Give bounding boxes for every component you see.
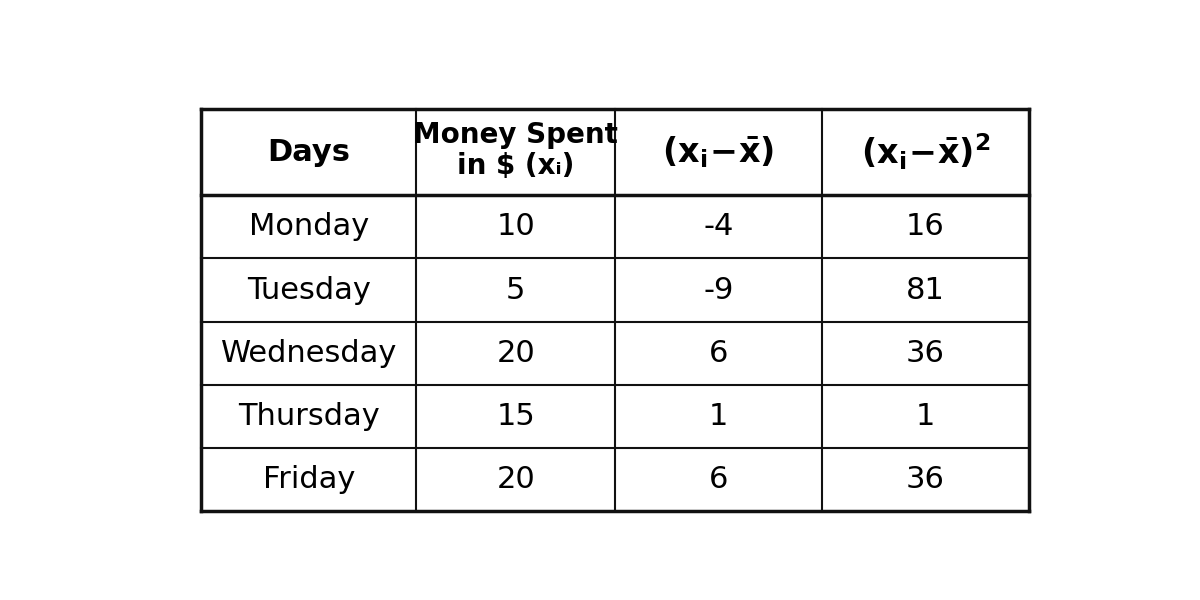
Text: 1: 1 bbox=[709, 402, 728, 431]
Text: Tuesday: Tuesday bbox=[247, 275, 371, 305]
Text: 16: 16 bbox=[906, 212, 944, 241]
Text: 36: 36 bbox=[906, 465, 944, 494]
Text: Days: Days bbox=[268, 137, 350, 167]
Text: 20: 20 bbox=[497, 338, 535, 368]
Text: 6: 6 bbox=[709, 465, 728, 494]
Text: 5: 5 bbox=[506, 275, 526, 305]
Text: -9: -9 bbox=[703, 275, 733, 305]
Text: 1: 1 bbox=[916, 402, 935, 431]
Text: 10: 10 bbox=[497, 212, 535, 241]
Text: 15: 15 bbox=[497, 402, 535, 431]
Text: 6: 6 bbox=[709, 338, 728, 368]
Text: 36: 36 bbox=[906, 338, 944, 368]
Text: in $ (xᵢ): in $ (xᵢ) bbox=[457, 152, 575, 180]
Text: $\bf{(x_i\!-\!\bar{x})}$: $\bf{(x_i\!-\!\bar{x})}$ bbox=[662, 134, 774, 170]
Text: Wednesday: Wednesday bbox=[221, 338, 397, 368]
Text: $\bf{(x_i\!-\!\bar{x})^2}$: $\bf{(x_i\!-\!\bar{x})^2}$ bbox=[860, 132, 990, 172]
Text: -4: -4 bbox=[703, 212, 733, 241]
Text: Money Spent: Money Spent bbox=[413, 121, 618, 149]
Text: Friday: Friday bbox=[263, 465, 355, 494]
Text: 20: 20 bbox=[497, 465, 535, 494]
Text: Monday: Monday bbox=[248, 212, 368, 241]
Text: 81: 81 bbox=[906, 275, 944, 305]
Text: Thursday: Thursday bbox=[238, 402, 379, 431]
